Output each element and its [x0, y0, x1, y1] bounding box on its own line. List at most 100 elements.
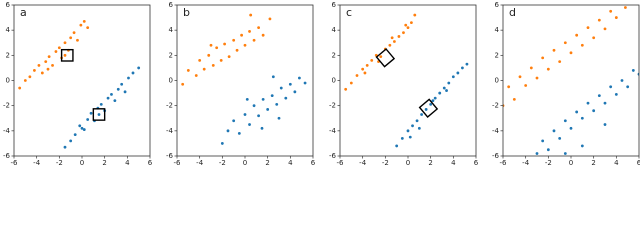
point [293, 90, 297, 94]
point [569, 126, 573, 130]
point [529, 66, 533, 70]
point [227, 55, 231, 58]
y-tick-label: -4 [329, 127, 337, 135]
point [266, 108, 270, 111]
point [603, 101, 607, 105]
point [390, 36, 394, 40]
point [624, 6, 627, 9]
point [268, 17, 272, 21]
x-tick-label: 2 [591, 159, 595, 167]
box [375, 48, 396, 68]
axes-frame [502, 4, 640, 157]
point [69, 36, 73, 40]
x-tick-label: 4 [614, 159, 619, 167]
point [535, 152, 539, 155]
point [575, 33, 579, 37]
point [586, 101, 590, 105]
point [408, 135, 412, 139]
point [597, 18, 601, 22]
point [580, 116, 584, 120]
point [113, 99, 117, 103]
point [603, 123, 607, 126]
x-tick-label: -2 [382, 159, 389, 167]
panel-title: c [346, 6, 352, 19]
point [626, 85, 630, 89]
y-tick-label: -6 [329, 152, 337, 160]
point [592, 36, 596, 40]
point [40, 71, 44, 75]
y-tick-label: -4 [492, 127, 500, 135]
point [402, 31, 405, 35]
x-tick-label: -4 [359, 159, 367, 167]
x-tick-label: 0 [406, 159, 410, 167]
point [120, 82, 124, 86]
y-tick-label: 4 [169, 26, 174, 34]
y-tick-label: -4 [3, 127, 11, 135]
point [54, 50, 58, 53]
x-tick-label: -2 [56, 159, 63, 167]
point [23, 79, 27, 82]
point [127, 76, 130, 80]
point [575, 110, 579, 114]
point [512, 97, 516, 101]
point [76, 38, 79, 42]
point [198, 58, 202, 62]
x-tick-label: -4 [33, 159, 41, 167]
point [257, 26, 260, 30]
x-tick-label: -6 [174, 159, 182, 167]
point [406, 26, 410, 30]
point [57, 46, 61, 50]
point [63, 41, 67, 45]
point [86, 26, 90, 30]
point [404, 23, 408, 27]
point [243, 43, 247, 47]
point [451, 75, 455, 79]
point [284, 96, 288, 100]
point [388, 43, 392, 47]
point [461, 66, 464, 70]
point [209, 43, 213, 47]
point [33, 69, 36, 72]
point [518, 75, 522, 79]
x-tick-label: 2 [265, 159, 269, 167]
x-tick-label: 0 [80, 159, 84, 167]
point [433, 96, 437, 100]
point [456, 71, 460, 75]
point [232, 119, 236, 123]
y-tick-label: 6 [6, 1, 11, 9]
y-tick-label: 0 [169, 77, 173, 85]
point [541, 56, 545, 60]
point [507, 85, 511, 89]
point [442, 86, 446, 90]
x-tick-label: 6 [148, 159, 153, 167]
point [97, 113, 101, 116]
point [395, 144, 399, 148]
point [420, 113, 423, 116]
point [592, 109, 596, 113]
point [232, 38, 236, 42]
point [243, 113, 247, 116]
point [370, 58, 374, 62]
point [240, 33, 244, 37]
point [181, 82, 185, 86]
point [202, 67, 206, 71]
point [580, 144, 584, 148]
point [365, 64, 369, 67]
plot-area [18, 19, 141, 149]
point [18, 86, 22, 90]
x-tick-label: -4 [522, 159, 530, 167]
point [252, 38, 256, 42]
point [393, 40, 396, 43]
point [413, 13, 417, 17]
point [219, 58, 223, 62]
point [429, 103, 433, 106]
point [349, 81, 353, 85]
y-tick-label: -4 [166, 127, 174, 135]
point [248, 30, 251, 33]
point [277, 116, 281, 120]
y-tick-label: 6 [169, 1, 174, 9]
point [270, 94, 274, 97]
y-tick-label: 6 [495, 1, 500, 9]
point [37, 64, 41, 67]
point [361, 67, 365, 71]
